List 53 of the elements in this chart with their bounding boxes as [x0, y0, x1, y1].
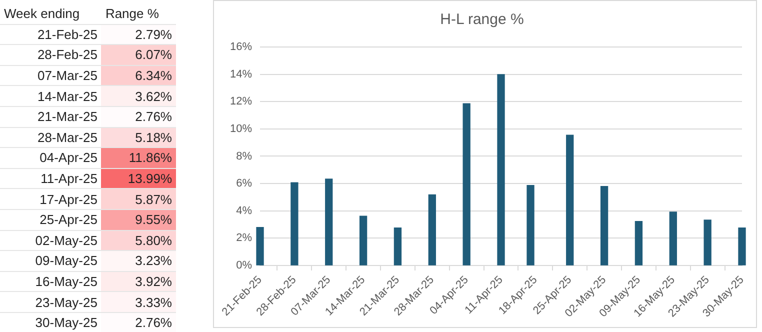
text: 02-May-25 — [0, 230, 102, 251]
text: 3.23% — [101, 250, 176, 272]
text: 6.07% — [101, 44, 176, 66]
y-tick-label: 12% — [230, 96, 252, 108]
text: Range % — [101, 4, 176, 24]
text: 28-Feb-25 — [0, 44, 102, 66]
bar — [566, 134, 574, 266]
text: 21-Feb-25 — [0, 24, 102, 45]
text: 5.80% — [101, 230, 176, 251]
text: 5.87% — [101, 188, 176, 210]
bar — [428, 194, 436, 266]
bar — [256, 227, 264, 266]
text: 3.33% — [101, 292, 176, 312]
text: 11-Apr-25 — [0, 168, 102, 189]
text: 04-Apr-25 — [0, 148, 102, 168]
y-tick-label: 8% — [236, 150, 252, 162]
text: 2.79% — [101, 24, 176, 45]
bar — [394, 227, 402, 266]
bar — [669, 212, 677, 266]
text: 07-Mar-25 — [0, 65, 102, 86]
text: 5.18% — [101, 127, 176, 148]
text: 25-Apr-25 — [0, 209, 102, 230]
bar — [290, 182, 298, 266]
y-tick-label: 14% — [230, 68, 252, 80]
bar — [325, 178, 333, 266]
chart-title: H-L range % — [440, 11, 524, 28]
bar — [600, 186, 608, 266]
bar — [738, 227, 746, 266]
text: 09-May-25 — [0, 250, 102, 272]
text: 9.55% — [101, 209, 176, 230]
text: 28-Mar-25 — [0, 127, 102, 148]
text: 14-Mar-25 — [0, 86, 102, 106]
text: 13.99% — [101, 168, 176, 189]
bar — [497, 74, 505, 266]
y-tick-label: 10% — [230, 122, 252, 135]
y-tick-label: 0% — [236, 260, 252, 272]
text: 3.62% — [101, 86, 176, 106]
y-tick-label: 2% — [236, 232, 252, 244]
bar — [704, 220, 712, 266]
text: 6.34% — [101, 65, 176, 86]
y-tick-label: 6% — [236, 178, 252, 190]
text: 17-Apr-25 — [0, 188, 102, 210]
text: 2.76% — [101, 106, 176, 128]
text: 3.92% — [101, 271, 176, 292]
y-tick-label: 16% — [230, 41, 252, 54]
text: 21-Mar-25 — [0, 106, 102, 128]
bar — [359, 216, 368, 266]
bar — [634, 221, 643, 266]
text: 2.76% — [101, 312, 176, 332]
text: Week ending — [0, 4, 102, 24]
bar — [462, 103, 470, 266]
text: 11.86% — [101, 148, 176, 168]
y-tick-label: 4% — [236, 204, 252, 217]
